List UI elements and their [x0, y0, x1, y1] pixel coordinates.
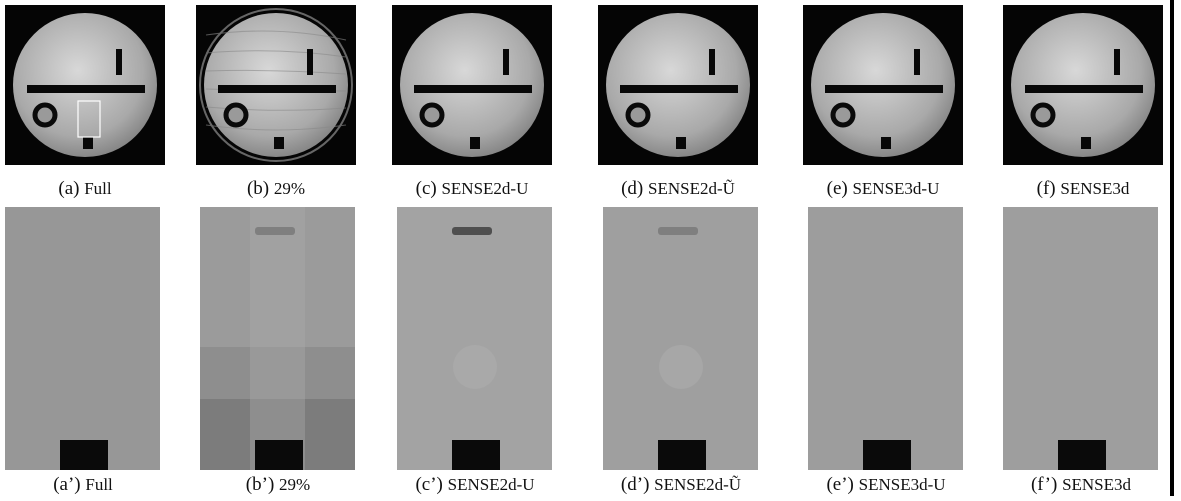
artifact-top	[658, 227, 698, 235]
zoom-background	[1003, 207, 1158, 470]
caption-label: (b)	[247, 178, 269, 199]
figure: (a) Full(b) 29%(c) SENSE2d-U(d) SENSE2d-…	[0, 0, 1181, 501]
caption: (b) 29%	[166, 178, 386, 200]
phantom-bar	[825, 85, 943, 93]
caption: (d) SENSE2d-Ũ	[568, 178, 788, 200]
phantom-notch	[83, 137, 93, 149]
zoom-background	[397, 207, 552, 470]
artifact-band	[250, 207, 305, 470]
caption: (f’) SENSE3d	[971, 474, 1181, 496]
caption: (b’) 29%	[168, 474, 388, 496]
phantom-ring	[628, 105, 648, 125]
caption-name: SENSE3d	[1062, 475, 1131, 494]
zoom-notch	[255, 440, 303, 470]
caption-label: (c’)	[415, 474, 442, 495]
zoom-image	[1003, 207, 1158, 470]
caption-label: (d’)	[621, 474, 649, 495]
caption-label: (f)	[1037, 178, 1056, 199]
caption: (c’) SENSE2d-U	[365, 474, 585, 496]
caption-name: 29%	[279, 475, 310, 494]
zoom-image	[5, 207, 160, 470]
phantom-rod	[307, 49, 313, 75]
zoom-image	[808, 207, 963, 470]
zoom-notch	[452, 440, 500, 470]
zoom-notch	[60, 440, 108, 470]
phantom-rod	[709, 49, 715, 75]
zoom-image	[603, 207, 758, 470]
zoom-background	[603, 207, 758, 470]
phantom-rod	[503, 49, 509, 75]
caption-name: 29%	[274, 179, 305, 198]
caption: (f) SENSE3d	[973, 178, 1181, 200]
phantom-notch	[676, 137, 686, 149]
caption-label: (a’)	[53, 474, 80, 495]
phantom-image	[5, 5, 165, 165]
caption: (e) SENSE3d-U	[773, 178, 993, 200]
caption-label: (b’)	[246, 474, 274, 495]
phantom-rod	[914, 49, 920, 75]
phantom-bar	[218, 85, 336, 93]
caption: (a’) Full	[0, 474, 193, 496]
phantom-image	[392, 5, 552, 165]
caption-name: SENSE2d-U	[448, 475, 535, 494]
artifact-blob	[659, 345, 703, 389]
caption-name: SENSE3d-U	[859, 475, 946, 494]
caption: (c) SENSE2d-U	[362, 178, 582, 200]
artifact-blob	[453, 345, 497, 389]
phantom-rod	[116, 49, 122, 75]
phantom-bar	[620, 85, 738, 93]
caption-name: SENSE2d-Ũ	[654, 475, 741, 494]
phantom-bar	[414, 85, 532, 93]
zoom-notch	[863, 440, 911, 470]
phantom-notch	[1081, 137, 1091, 149]
caption-label: (a)	[58, 178, 79, 199]
phantom-ring	[833, 105, 853, 125]
phantom-image	[598, 5, 758, 165]
caption-name: Full	[84, 179, 111, 198]
figure-images	[0, 0, 1181, 501]
phantom-notch	[881, 137, 891, 149]
phantom-ring	[226, 105, 246, 125]
caption-label: (c)	[416, 178, 437, 199]
caption-label: (e’)	[826, 474, 853, 495]
caption-label: (d)	[621, 178, 643, 199]
caption-label: (e)	[827, 178, 848, 199]
phantom-ring	[422, 105, 442, 125]
caption: (d’) SENSE2d-Ũ	[571, 474, 791, 496]
zoom-notch	[658, 440, 706, 470]
artifact-top	[255, 227, 295, 235]
caption-name: SENSE2d-Ũ	[648, 179, 735, 198]
phantom-notch	[274, 137, 284, 149]
caption-label: (f’)	[1031, 474, 1057, 495]
caption-name: SENSE2d-U	[441, 179, 528, 198]
zoom-notch	[1058, 440, 1106, 470]
phantom-image	[803, 5, 963, 165]
phantom-image	[1003, 5, 1163, 165]
caption-name: Full	[85, 475, 112, 494]
zoom-image	[200, 207, 355, 470]
zoom-background	[5, 207, 160, 470]
caption-name: SENSE3d-U	[852, 179, 939, 198]
caption-name: SENSE3d	[1060, 179, 1129, 198]
side-bar	[1170, 0, 1174, 496]
phantom-image	[196, 5, 356, 165]
zoom-background	[808, 207, 963, 470]
phantom-ring	[35, 105, 55, 125]
phantom-ring	[1033, 105, 1053, 125]
phantom-notch	[470, 137, 480, 149]
phantom-rod	[1114, 49, 1120, 75]
phantom-bar	[1025, 85, 1143, 93]
caption: (e’) SENSE3d-U	[776, 474, 996, 496]
zoom-image	[397, 207, 552, 470]
phantom-bar	[27, 85, 145, 93]
artifact-top	[452, 227, 492, 235]
